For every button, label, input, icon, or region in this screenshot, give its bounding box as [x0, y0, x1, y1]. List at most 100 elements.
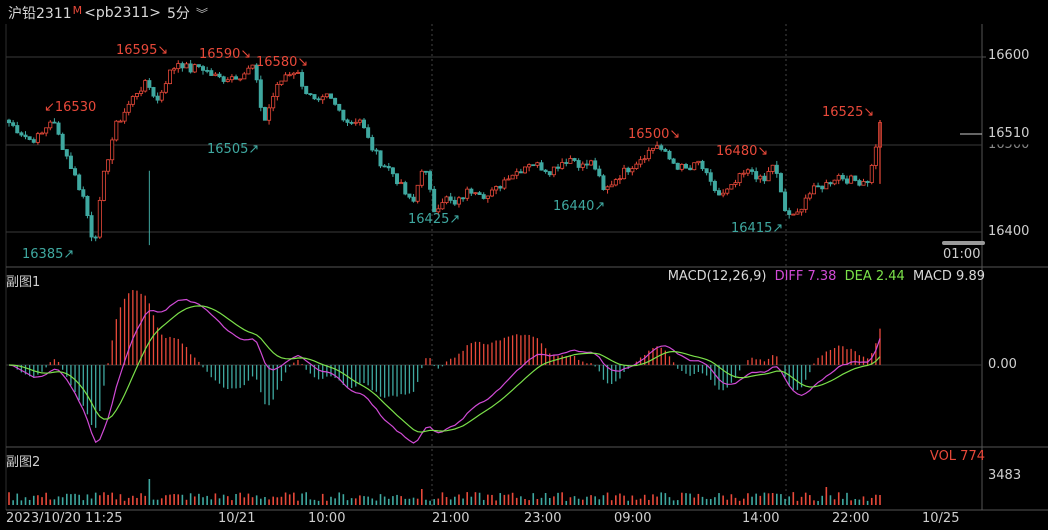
candle-body	[316, 98, 321, 101]
candle-body	[857, 180, 862, 186]
candle-body	[436, 208, 441, 213]
candle-body	[333, 97, 338, 105]
candle-body	[679, 163, 684, 170]
candle-body	[139, 90, 144, 94]
candle-body	[522, 166, 527, 174]
price-tick-current: 16510	[988, 126, 1030, 141]
candle-body	[155, 95, 160, 101]
candle-body	[234, 76, 239, 80]
candle-body	[622, 167, 627, 180]
candle-body	[407, 193, 412, 198]
candle-body	[362, 119, 367, 129]
candle-body	[741, 172, 746, 175]
candle-body	[217, 73, 222, 78]
candle-body	[85, 195, 90, 216]
candle-body	[774, 164, 779, 174]
candle-body	[324, 93, 329, 98]
candle-body	[799, 208, 804, 213]
candle-body	[337, 103, 342, 111]
candle-body	[737, 173, 742, 184]
candle-body	[787, 210, 792, 215]
macd-zero-tick: 0.00	[988, 357, 1017, 372]
contract-symbol[interactable]: <pb2311>	[84, 5, 162, 21]
candle-body	[646, 149, 651, 160]
candle-body	[48, 121, 53, 129]
candle-body	[584, 163, 589, 166]
chart-header[interactable]: 沪铅2311 M <pb2311> 5分 ︾	[8, 3, 208, 23]
candle-body	[758, 175, 763, 180]
candle-body	[663, 149, 668, 152]
candle-body	[729, 184, 734, 190]
period-selector[interactable]: 5分	[167, 6, 190, 22]
candle-body	[824, 182, 829, 190]
candle-body	[721, 192, 726, 196]
high-annotation: 16580↘	[256, 55, 309, 70]
candle-body	[498, 186, 503, 189]
candle-body	[349, 122, 354, 124]
contract-title[interactable]: 沪铅2311	[8, 6, 72, 22]
candle-body	[395, 173, 400, 185]
candle-body	[626, 167, 631, 173]
candle-body	[147, 80, 152, 88]
low-annotation: 16440↗	[553, 199, 606, 214]
candle-body	[225, 79, 230, 82]
price-tick-16600: 16600	[988, 48, 1030, 63]
candle-body	[399, 182, 404, 185]
candle-body	[704, 168, 709, 174]
time-label: 2023/10/20 11:25	[6, 511, 123, 526]
candle-body	[551, 166, 556, 176]
candle-body	[683, 163, 688, 169]
candle-body	[258, 79, 263, 108]
candle-body	[11, 122, 16, 126]
chevron-down-double-icon[interactable]: ︾	[195, 6, 208, 21]
time-label: 21:00	[432, 511, 470, 526]
candle-body	[865, 181, 870, 183]
dea-line	[8, 305, 881, 433]
candle-body	[469, 188, 474, 194]
subchart2-title[interactable]: 副图2	[6, 455, 41, 470]
candle-body	[246, 67, 251, 75]
candle-body	[820, 185, 825, 190]
candle-body	[114, 120, 119, 141]
time-scrollbar[interactable]	[942, 241, 985, 245]
candle-body	[634, 163, 639, 169]
candle-body	[477, 192, 482, 195]
candle-body	[510, 174, 515, 180]
subchart1-title[interactable]: 副图1	[6, 275, 41, 290]
candle-body	[617, 178, 622, 181]
candle-body	[300, 72, 305, 87]
candle-body	[15, 125, 20, 134]
candle-body	[209, 70, 214, 76]
candle-body	[849, 175, 854, 184]
candle-body	[378, 150, 383, 167]
candle-body	[312, 94, 317, 100]
candle-body	[452, 199, 457, 205]
candle-body	[791, 213, 796, 216]
candle-body	[73, 168, 78, 176]
candle-body	[192, 64, 197, 73]
candle-body	[539, 162, 544, 171]
candle-body	[238, 78, 243, 81]
candle-body	[844, 178, 849, 184]
time-label: 10/25	[922, 511, 960, 526]
candle-body	[762, 175, 767, 182]
candle-body	[750, 169, 755, 172]
candle-body	[403, 182, 408, 195]
candle-body	[345, 119, 350, 123]
candle-body	[7, 119, 12, 124]
candle-body	[700, 160, 705, 170]
time-label: 10/21	[218, 511, 256, 526]
candle-body	[423, 170, 428, 173]
candle-body	[696, 160, 701, 164]
candle-body	[353, 121, 358, 124]
candle-body	[27, 136, 32, 140]
low-annotation: 16385↗	[22, 247, 75, 262]
candle-body	[126, 103, 131, 113]
candle-body	[271, 96, 276, 109]
candle-body	[601, 175, 606, 190]
candle-body	[35, 133, 40, 143]
candle-body	[180, 63, 185, 69]
candle-body	[188, 63, 193, 73]
candle-body	[64, 149, 69, 157]
